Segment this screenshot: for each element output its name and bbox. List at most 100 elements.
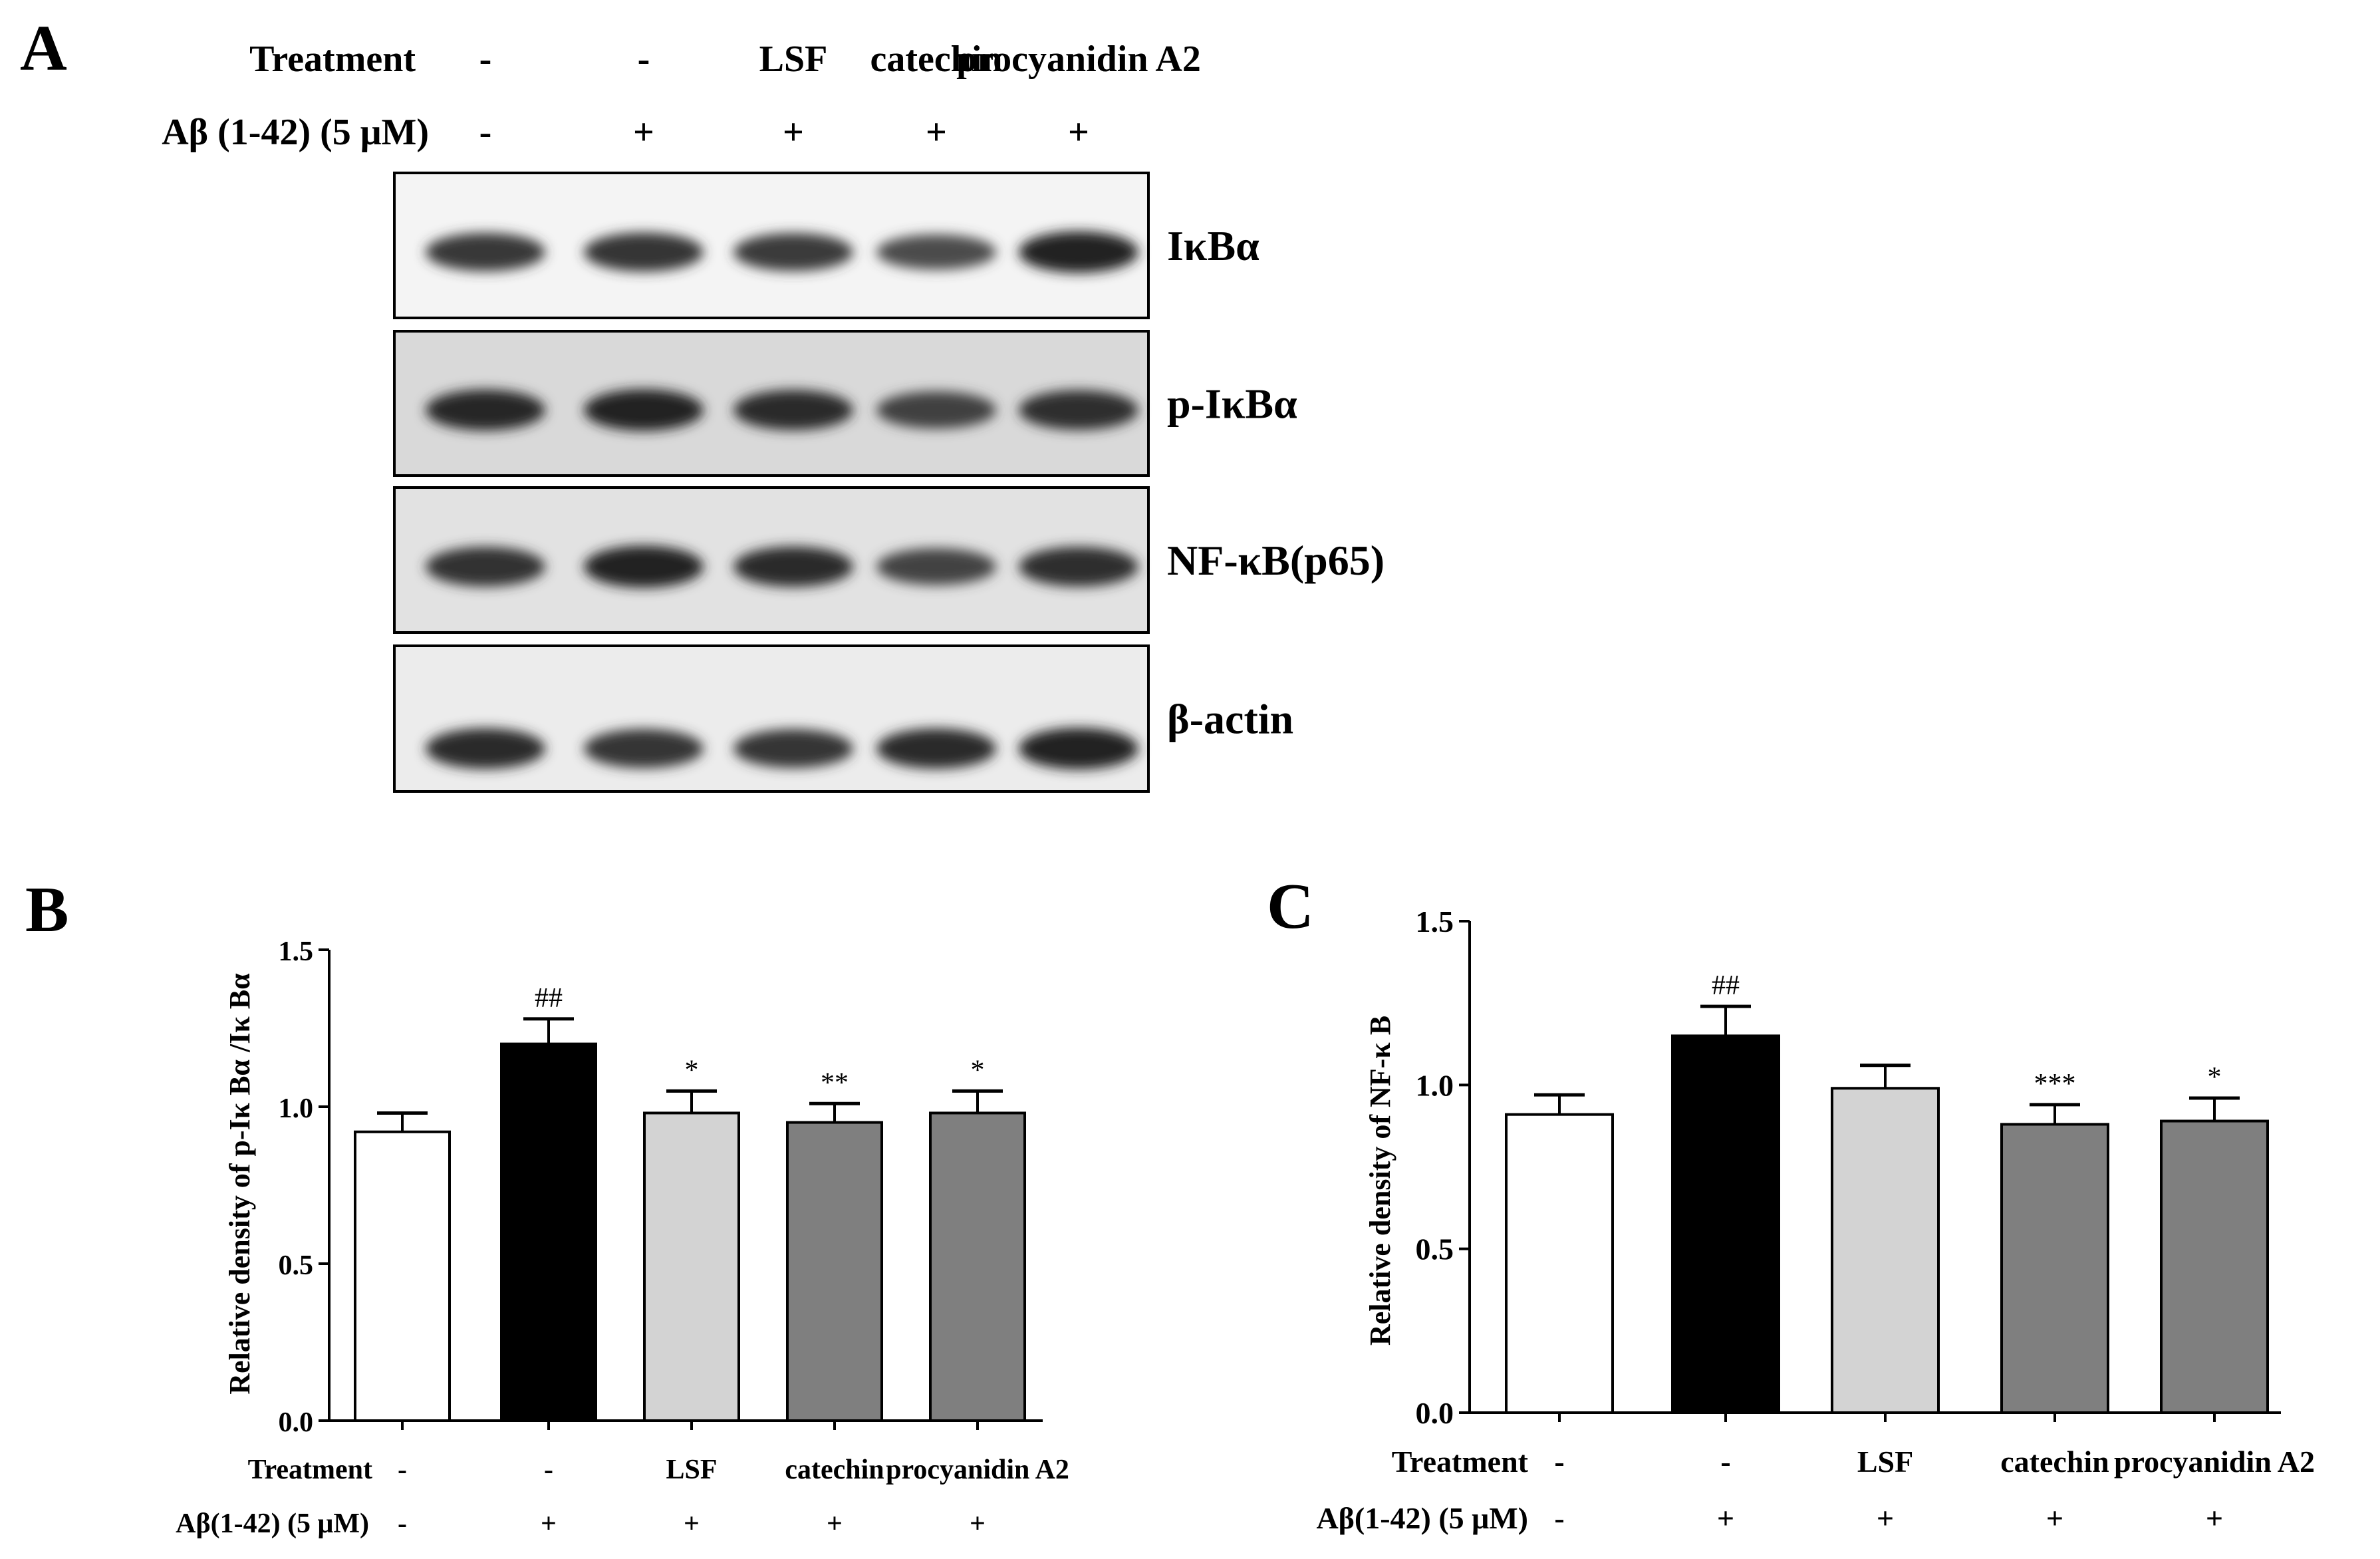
panel-a-blots: IκBα p-IκBα NF-κB(p65) β-actin [393,172,1385,793]
blot-band [1019,728,1138,770]
blot-band [876,728,996,769]
blot-label: β-actin [1167,696,1293,743]
significance-annotation: * [685,1055,699,1085]
blot-band [1019,231,1138,273]
x-tick-label-treatment: - [1720,1445,1730,1479]
panel-c-letter: C [1267,871,1314,942]
significance-annotation: ** [821,1067,849,1098]
blot-2: NF-κB(p65) [393,486,1385,634]
panel-a-western-blot: A Treatment Aβ (1-42) (5 μM) - - - + LSF + cat… [20,13,1385,793]
bar-3 [786,1121,883,1422]
x-tick-label-treatment: LSF [666,1455,717,1485]
y-tick-label: 0.5 [1416,1232,1454,1266]
panel-a-lane-abeta-1: + [633,112,654,153]
bar-0 [354,1130,451,1422]
y-tick-label: 1.0 [1416,1068,1454,1102]
bar-2 [1831,1087,1940,1414]
panel-c-chart: C Relative density of NF-κ B 0.0 0.5 1.0 1.… [1267,871,2315,1535]
bar-2 [643,1111,740,1422]
panel-b-plot: 0.0 0.5 1.0 1.5 - - ## - + * LSF + ** catechin + * procy… [279,936,1069,1539]
blot-0: IκBα [393,172,1259,319]
blot-1: p-IκBα [393,330,1297,477]
bar-0 [1505,1113,1614,1414]
blot-band [876,548,996,585]
x-tick-label-treatment: - [1554,1445,1564,1479]
x-tick-label-treatment: procyanidin A2 [2114,1445,2315,1479]
x-tick-label-abeta: + [1877,1501,1894,1535]
x-tick-label-treatment: procyanidin A2 [886,1455,1069,1485]
blot-band [584,389,704,431]
blot-band [584,545,704,588]
blot-membrane [393,644,1150,793]
panel-c-treatment-label: Treatment [1392,1445,1529,1479]
blot-band [733,546,853,587]
panel-b-treatment-label: Treatment [248,1455,372,1485]
blot-band [1019,546,1138,587]
panel-a-treatment-label: Treatment [249,39,416,80]
bar-4 [2160,1119,2269,1414]
bar-4 [929,1111,1026,1422]
significance-annotation: * [971,1055,985,1085]
panel-c-y-axis-label: Relative density of NF-κ B [1364,1016,1396,1346]
panel-c-plot: 0.0 0.5 1.0 1.5 - - ## - + LSF + *** catechin + * procy… [1416,905,2315,1535]
blot-band [426,547,545,587]
x-tick-label-treatment: catechin [785,1455,884,1485]
panel-a-lane-labels: ---+LSF+catechin+procyanidin A2+ [479,39,1201,153]
blot-label: p-IκBα [1167,380,1297,428]
x-tick-label-abeta: + [1717,1501,1734,1535]
y-tick-label: 0.5 [279,1250,314,1281]
x-tick-label-treatment: - [398,1455,407,1485]
x-tick-label-abeta: + [541,1508,557,1539]
panel-a-lane-treatment-0: - [479,39,492,80]
bar-3 [2000,1123,2109,1415]
significance-annotation: *** [2034,1069,2076,1099]
y-tick-label: 0.0 [1416,1396,1454,1430]
panel-a-lane-treatment-1: - [638,39,650,80]
x-tick-label-treatment: LSF [1857,1445,1913,1479]
blot-band [733,233,853,271]
x-tick-label-abeta: + [2046,1501,2063,1535]
blot-band [876,391,996,429]
blot-band [426,389,545,431]
panel-a-lane-abeta-4: + [1068,112,1089,153]
blot-band [1019,390,1138,430]
panel-c-abeta-label: Aβ(1-42) (5 μM) [1316,1501,1528,1535]
x-tick-label-abeta: + [970,1508,986,1539]
x-tick-label-abeta: + [684,1508,700,1539]
blot-3: β-actin [393,644,1293,793]
panel-a-lane-abeta-3: + [926,112,947,153]
panel-a-lane-abeta-0: - [479,112,492,153]
blot-band [733,390,853,430]
blot-band [426,728,545,770]
blot-label: IκBα [1167,222,1259,269]
panel-a-lane-treatment-4: procyanidin A2 [956,39,1201,80]
panel-a-letter: A [20,13,67,84]
x-tick-label-abeta: - [398,1508,407,1539]
blot-band [426,233,545,271]
panel-a-lane-abeta-2: + [783,112,804,153]
blot-band [584,729,704,768]
y-tick-label: 1.5 [279,936,314,967]
blot-band [733,729,853,768]
panel-b-y-axis-label: Relative density of p-Iκ Bα /Iκ Bα [223,973,256,1395]
panel-a-lane-treatment-2: LSF [759,39,828,80]
bar-1 [1671,1034,1780,1414]
blot-band [876,234,996,270]
significance-annotation: * [2208,1062,2222,1093]
panel-b-letter: B [25,874,68,946]
bar-1 [500,1042,597,1422]
y-tick-label: 1.5 [1416,905,1454,938]
x-tick-label-treatment: catechin [2000,1445,2109,1479]
panel-b-chart: B Relative density of p-Iκ Bα /Iκ Bα 0.0… [25,874,1069,1539]
x-tick-label-treatment: - [544,1455,553,1485]
y-tick-label: 1.0 [279,1093,314,1124]
panel-a-abeta-label: Aβ (1-42) (5 μM) [162,112,429,153]
blot-band [584,232,704,272]
panel-b-abeta-label: Aβ(1-42) (5 μM) [176,1508,369,1539]
x-tick-label-abeta: + [827,1508,843,1539]
y-tick-label: 0.0 [279,1407,314,1438]
blot-label: NF-κB(p65) [1167,537,1385,584]
x-tick-label-abeta: - [1554,1501,1564,1535]
significance-annotation: ## [535,983,563,1014]
